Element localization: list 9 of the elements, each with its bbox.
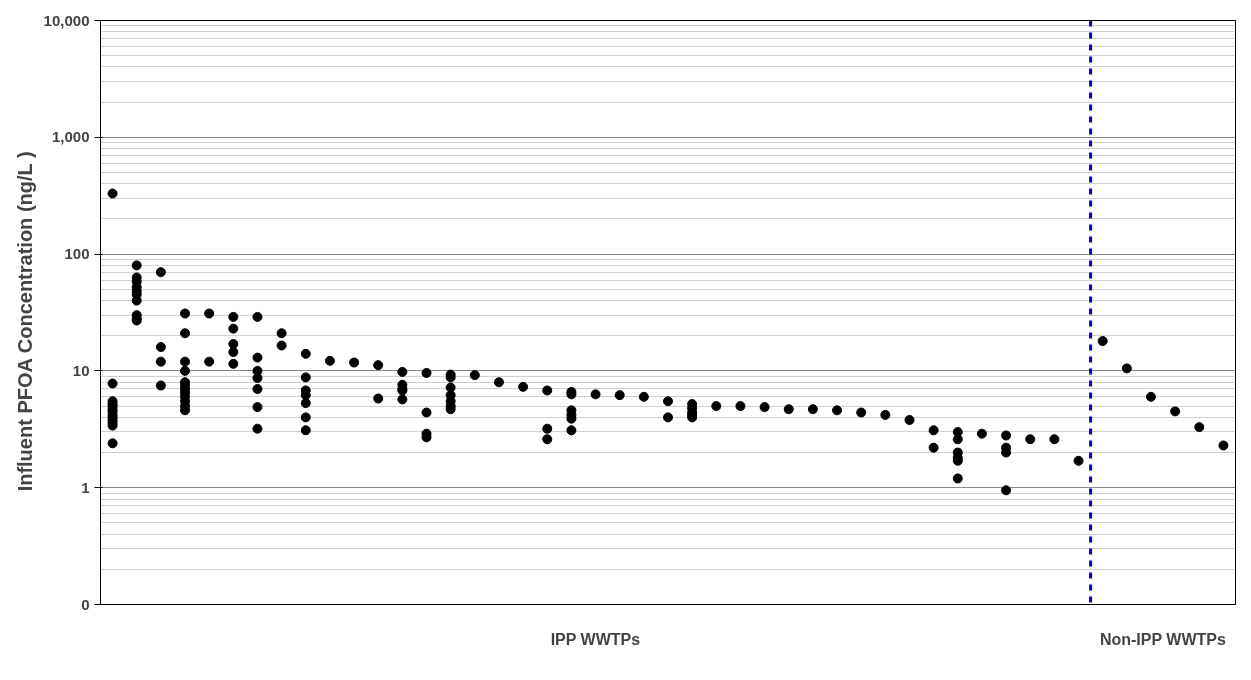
- text: Non-IPP WWTPs: [1099, 630, 1226, 648]
- y-axis-title: Influent PFOA Concentration (ng/L ): [13, 151, 36, 492]
- text: IPP WWTPs: [550, 630, 641, 648]
- y-tick-label: 10: [72, 361, 90, 379]
- y-tick-label: 100: [64, 245, 90, 263]
- y-tick-label: 1,000: [51, 128, 90, 146]
- y-tick-label: 10,000: [43, 11, 90, 29]
- y-tick-label: 1: [81, 478, 90, 496]
- y-tick-label: 0: [81, 595, 90, 613]
